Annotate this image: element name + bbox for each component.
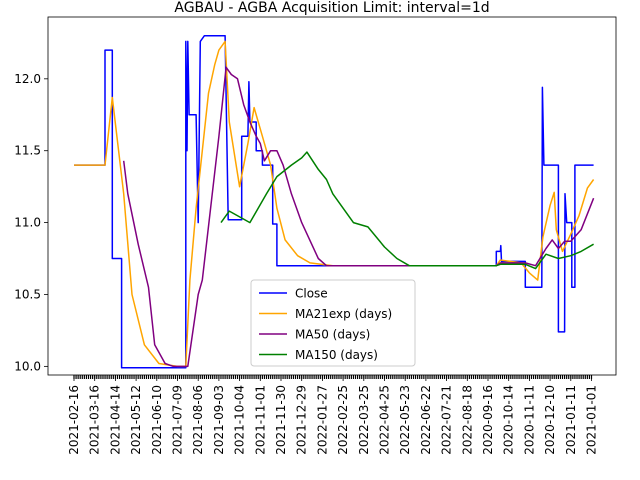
chart-title: AGBAU - AGBA Acquisition Limit: interval… <box>174 0 489 16</box>
x-axis-ticks: 2021-02-16 2021-03-16 2021-04-14 2021-05-12… <box>67 375 599 455</box>
legend-label: MA50 (days) <box>295 328 370 342</box>
y-tick-label: 10.5 <box>14 287 41 301</box>
legend-box <box>250 279 416 367</box>
x-tick-label: 2022-05-23 <box>398 385 412 455</box>
x-tick-label: 2021-05-12 <box>129 385 143 455</box>
legend-label: Close <box>295 287 328 301</box>
series-lines <box>74 34 595 369</box>
x-tick-label: 2021-11-01 <box>253 385 267 455</box>
x-tick-label: 2021-09-03 <box>212 385 226 455</box>
legend-label: MA150 (days) <box>295 348 378 362</box>
x-tick-label: 2021-01-01 <box>585 385 599 455</box>
x-tick-label: 2022-08-18 <box>460 385 474 455</box>
x-tick-label: 2022-03-25 <box>357 385 371 455</box>
x-tick-label: 2021-02-16 <box>67 385 81 455</box>
x-tick-label: 2022-01-27 <box>315 385 329 455</box>
x-tick-label: 2020-12-10 <box>543 385 557 455</box>
x-tick-label: 2020-09-16 <box>481 385 495 455</box>
x-tick-label: 2021-04-14 <box>108 385 122 455</box>
x-tick-label: 2021-07-09 <box>171 385 185 455</box>
x-tick-label: 2021-11-30 <box>274 385 288 455</box>
x-tick-label: 2022-07-21 <box>440 385 454 455</box>
series-line-4 <box>220 151 594 270</box>
plot-frame <box>47 16 617 376</box>
x-tick-label: 2021-12-29 <box>295 385 309 455</box>
legend: Close MA21exp (days) MA50 (days) MA150 (day… <box>250 279 416 367</box>
y-tick-label: 11.5 <box>14 144 41 158</box>
y-tick-label: 12.0 <box>14 72 41 86</box>
y-tick-label: 11.0 <box>14 216 41 230</box>
x-tick-label: 2021-03-16 <box>88 385 102 455</box>
x-tick-label: 2021-01-11 <box>564 385 578 455</box>
x-tick-label: 2022-02-25 <box>336 385 350 455</box>
legend-label: MA21exp (days) <box>295 307 392 321</box>
y-tick-label: 10.0 <box>14 359 41 373</box>
x-tick-label: 2020-11-11 <box>522 385 536 455</box>
x-tick-label: 2022-06-22 <box>419 385 433 455</box>
series-line-3 <box>122 66 595 368</box>
x-tick-label: 2021-10-04 <box>233 385 247 455</box>
x-tick-label: 2020-10-14 <box>502 385 516 455</box>
y-axis-ticks: 10.0 10.5 11.0 11.5 12.0 <box>14 72 48 373</box>
x-tick-label: 2021-08-06 <box>191 385 205 455</box>
x-tick-label: 2022-04-25 <box>378 385 392 455</box>
x-tick-label: 2021-06-10 <box>150 385 164 455</box>
